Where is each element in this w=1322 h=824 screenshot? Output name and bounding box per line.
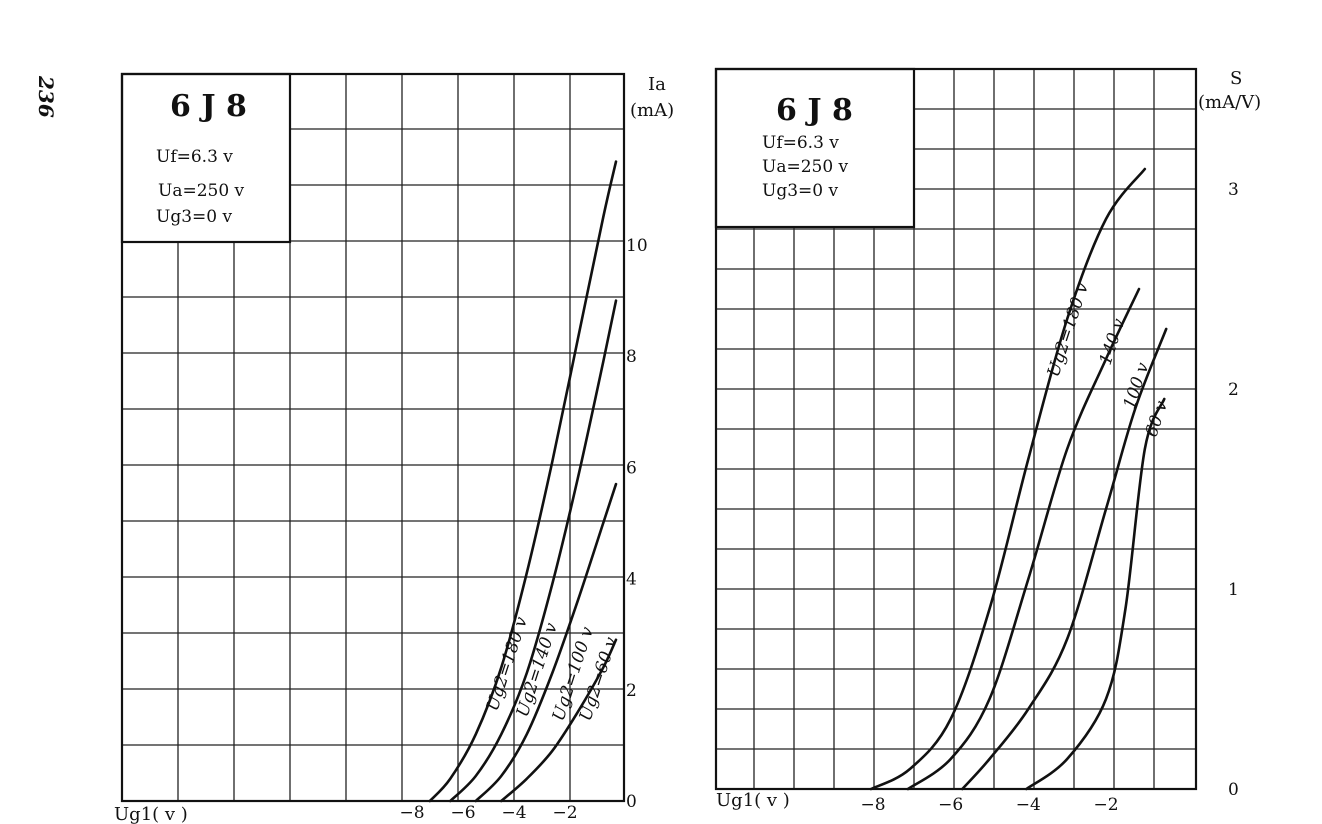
series-label-1-3: 60 v xyxy=(1142,398,1172,439)
y-axis-label-0-0: Ia xyxy=(648,74,666,95)
series-label-1-0: Ug2=180 v xyxy=(1044,280,1093,379)
x-tick-label-1-1: −6 xyxy=(938,795,963,815)
x-axis-label-0: Ug1( v ) xyxy=(114,804,188,824)
y-tick-label-1-0: 0 xyxy=(1228,780,1239,800)
series-line-1-2 xyxy=(961,327,1168,791)
parameter-line-1-0: Uf=6.3 v xyxy=(762,133,839,153)
y-tick-label-0-0: 0 xyxy=(626,792,637,812)
series-line-1-0 xyxy=(869,167,1147,791)
series-line-1-3 xyxy=(1025,397,1166,791)
series-label-1-2: 100 v xyxy=(1120,360,1154,412)
series-line-0-3 xyxy=(499,638,618,803)
x-tick-label-1-3: −2 xyxy=(1093,795,1118,815)
y-tick-label-0-3: 6 xyxy=(626,458,637,478)
series-line-1-1 xyxy=(906,287,1141,791)
chart-title-0: 6 J 8 xyxy=(170,89,247,124)
y-tick-label-1-3: 3 xyxy=(1228,180,1239,200)
parameter-line-1-1: Ua=250 v xyxy=(762,157,849,177)
x-tick-label-1-2: −4 xyxy=(1016,795,1041,815)
x-tick-label-0-1: −6 xyxy=(450,803,475,823)
y-tick-label-0-1: 2 xyxy=(626,681,637,701)
y-tick-label-1-1: 1 xyxy=(1228,580,1239,600)
x-axis-label-1: Ug1( v ) xyxy=(716,790,790,811)
anode-current-chart: 6 J 8 Uf=6.3 v Ua=250 v Ug3=0 v Ug1( v ) Ia (m… xyxy=(114,72,674,824)
plot-frame-0 xyxy=(120,72,626,803)
plot-frame-1 xyxy=(714,67,1198,791)
y-tick-label-0-4: 8 xyxy=(626,347,637,367)
y-axis-label-0-1: (mA) xyxy=(630,100,674,121)
parameter-box-1 xyxy=(714,67,916,229)
x-tick-label-0-3: −2 xyxy=(552,803,577,823)
series-line-0-0 xyxy=(428,160,618,803)
y-tick-label-0-5: 10 xyxy=(626,236,648,256)
chart-title-1: 6 J 8 xyxy=(776,93,853,128)
y-axis-label-1-0: S xyxy=(1230,68,1242,89)
x-tick-label-0-2: −4 xyxy=(501,803,526,823)
series-label-1-1: 140 v xyxy=(1096,316,1130,368)
y-tick-label-0-2: 4 xyxy=(626,570,637,590)
parameter-line-0-2: Ug3=0 v xyxy=(156,207,232,227)
x-tick-label-1-0: −8 xyxy=(860,795,885,815)
y-axis-label-1-1: (mA/V) xyxy=(1198,92,1261,113)
series-line-0-2 xyxy=(474,482,618,803)
parameter-line-0-1: Ua=250 v xyxy=(158,181,245,201)
transconductance-chart: 6 J 8 Uf=6.3 v Ua=250 v Ug3=0 v Ug1( v ) S (mA… xyxy=(714,67,1261,815)
series-line-0-1 xyxy=(448,299,618,803)
parameter-line-0-0: Uf=6.3 v xyxy=(156,147,233,167)
parameter-box-0 xyxy=(120,72,292,244)
y-tick-label-1-2: 2 xyxy=(1228,380,1239,400)
parameter-line-1-2: Ug3=0 v xyxy=(762,181,838,201)
x-tick-label-0-0: −8 xyxy=(399,803,424,823)
